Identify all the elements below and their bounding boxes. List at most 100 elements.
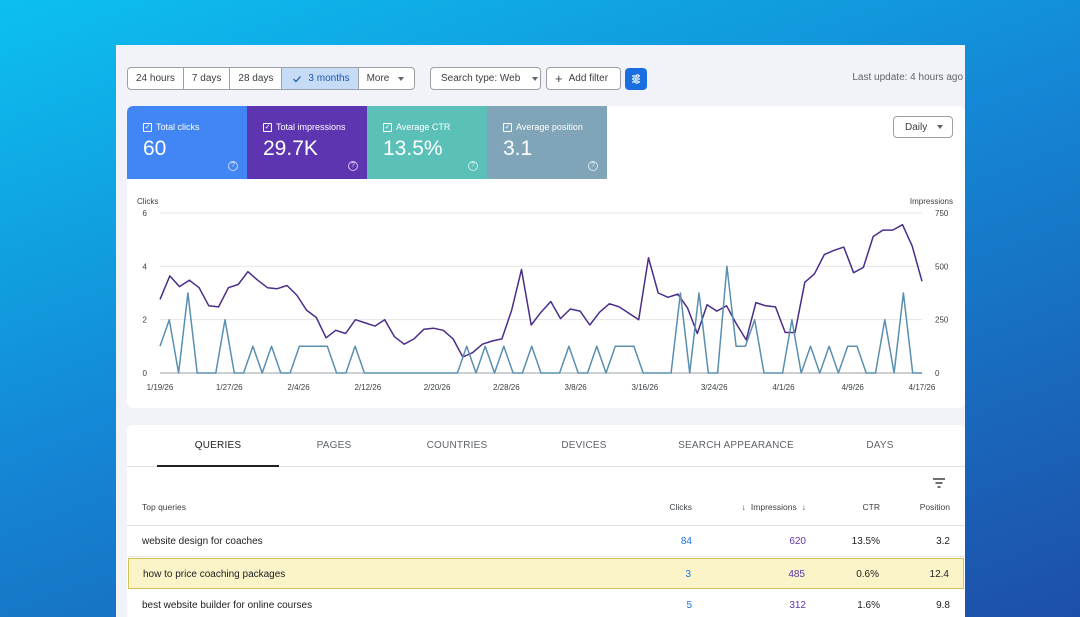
x-tick-label: 2/12/26	[354, 383, 381, 392]
header-position[interactable]: Position	[919, 502, 950, 512]
filter-options-button[interactable]	[625, 68, 647, 90]
checkbox-icon: ✓	[263, 122, 272, 132]
active-tab-indicator	[157, 465, 279, 467]
tab-days[interactable]: DAYS	[866, 440, 894, 451]
metric-value: 3.1	[503, 137, 533, 160]
row-position: 12.4	[929, 569, 949, 580]
metric-total-clicks[interactable]: ✓ Total clicks 60 ?	[127, 106, 247, 179]
date-range-selector: 24 hours 7 days 28 days 3 months More	[127, 67, 416, 90]
tab-pages[interactable]: PAGES	[316, 440, 352, 451]
help-icon[interactable]: ?	[588, 161, 598, 171]
report-tabs: QUERIES PAGES COUNTRIES DEVICES SEARCH A…	[127, 425, 965, 467]
checkmark-icon	[293, 75, 302, 82]
row-clicks: 5	[686, 600, 692, 611]
row-query: best website builder for online courses	[142, 600, 313, 611]
x-tick-label: 2/28/26	[493, 383, 520, 392]
performance-chart-card: ✓ Total clicks 60 ? ✓ Total impressions …	[127, 106, 965, 408]
metric-label-row: ✓ Average CTR	[383, 122, 487, 132]
left-tick-label: 0	[143, 369, 148, 378]
metric-value: 60	[143, 137, 167, 160]
help-icon[interactable]: ?	[468, 161, 478, 171]
header-impressions[interactable]: ↓ Impressions ↓	[742, 502, 806, 512]
row-ctr: 13.5%	[851, 536, 880, 547]
row-query: website design for coaches	[142, 536, 263, 547]
row-query: how to price coaching packages	[143, 569, 286, 580]
add-filter-button[interactable]: + Add filter	[546, 67, 621, 90]
metric-value: 29.7K	[263, 137, 318, 160]
granularity-dropdown[interactable]: Daily	[893, 116, 953, 138]
row-position: 9.8	[936, 600, 950, 611]
last-update-text: Last update: 4 hours ago	[852, 72, 963, 83]
range-24-hours[interactable]: 24 hours	[128, 68, 184, 89]
row-impressions: 485	[788, 569, 805, 580]
header-impressions-label: Impressions	[750, 502, 797, 512]
x-tick-label: 4/9/26	[842, 383, 865, 392]
left-axis-label: Clicks	[137, 197, 158, 206]
table-row[interactable]: website design for coaches 84 620 13.5% …	[127, 526, 965, 557]
toolbar: 24 hours 7 days 28 days 3 months More Se…	[127, 67, 965, 91]
header-top-queries: Top queries	[142, 502, 186, 512]
sort-arrow-icon: ↓	[801, 502, 806, 512]
header-clicks[interactable]: Clicks	[669, 502, 692, 512]
sort-arrow-icon: ↓	[741, 502, 746, 512]
metric-value: 13.5%	[383, 137, 443, 160]
row-clicks: 84	[680, 536, 692, 547]
metric-total-impressions[interactable]: ✓ Total impressions 29.7K ?	[247, 106, 367, 179]
right-tick-label: 0	[935, 369, 940, 378]
more-ranges-dropdown[interactable]: More	[359, 68, 415, 89]
x-tick-label: 2/4/26	[287, 383, 310, 392]
x-tick-label: 2/20/26	[424, 383, 451, 392]
search-type-label: Search type: Web	[441, 73, 521, 84]
metric-average-position[interactable]: ✓ Average position 3.1 ?	[487, 106, 607, 179]
series-line-impressions	[159, 223, 923, 358]
tab-queries[interactable]: QUERIES	[194, 440, 242, 451]
right-tick-label: 500	[935, 262, 949, 271]
metric-label: Average position	[516, 122, 583, 132]
metric-average-ctr[interactable]: ✓ Average CTR 13.5% ?	[367, 106, 487, 179]
filter-rows-icon[interactable]	[932, 477, 946, 489]
chevron-down-icon	[937, 125, 944, 129]
metric-label-row: ✓ Total clicks	[143, 122, 247, 132]
metric-label: Total impressions	[276, 122, 346, 132]
x-tick-label: 1/27/26	[216, 383, 243, 392]
chevron-down-icon	[398, 76, 405, 81]
tab-search-appearance[interactable]: SEARCH APPEARANCE	[678, 440, 794, 451]
granularity-label: Daily	[905, 121, 928, 133]
right-tick-label: 250	[935, 316, 949, 325]
chart-series	[159, 223, 923, 374]
more-label: More	[366, 73, 390, 84]
tab-countries[interactable]: COUNTRIES	[426, 440, 488, 451]
row-impressions: 620	[789, 536, 806, 547]
left-tick-label: 6	[143, 209, 148, 218]
chevron-down-icon	[532, 76, 539, 81]
range-7-days[interactable]: 7 days	[184, 68, 231, 89]
row-ctr: 1.6%	[857, 600, 880, 611]
search-type-dropdown[interactable]: Search type: Web	[430, 67, 541, 90]
header-ctr[interactable]: CTR	[862, 502, 880, 512]
tab-devices[interactable]: DEVICES	[561, 440, 607, 451]
metric-label-row: ✓ Total impressions	[263, 122, 367, 132]
right-tick-label: 750	[935, 209, 949, 218]
chart-grid	[160, 212, 922, 374]
metric-label-row: ✓ Average position	[503, 122, 607, 132]
left-tick-label: 4	[143, 262, 148, 271]
row-clicks: 3	[685, 569, 691, 580]
table-row[interactable]: best website builder for online courses …	[127, 590, 965, 617]
checkbox-icon: ✓	[383, 122, 392, 132]
x-tick-label: 4/17/26	[909, 383, 936, 392]
row-ctr: 0.6%	[856, 569, 879, 580]
help-icon[interactable]: ?	[228, 161, 238, 171]
x-tick-label: 4/1/26	[772, 383, 795, 392]
table-header: Top queries Clicks ↓ Impressions ↓ CTR Pos…	[127, 502, 965, 526]
range-3-months[interactable]: 3 months	[282, 68, 359, 89]
x-tick-label: 3/16/26	[632, 383, 659, 392]
range-28-days[interactable]: 28 days	[230, 68, 283, 89]
series-line-clicks	[159, 265, 922, 374]
chart-ticks: 0 2 4 6 0 250 500 750 1/19/26 1/27/26 2/4/26 2/12/2…	[143, 209, 949, 392]
table-row-highlighted[interactable]: how to price coaching packages 3 485 0.6…	[128, 558, 964, 589]
metric-label: Average CTR	[396, 122, 451, 132]
right-axis-label: Impressions	[910, 197, 953, 206]
search-console-panel: 24 hours 7 days 28 days 3 months More Se…	[116, 45, 965, 617]
performance-line-chart: Clicks Impressions 0 2 4 6 0 250 500 750 1/19/26…	[137, 197, 953, 392]
help-icon[interactable]: ?	[348, 161, 358, 171]
